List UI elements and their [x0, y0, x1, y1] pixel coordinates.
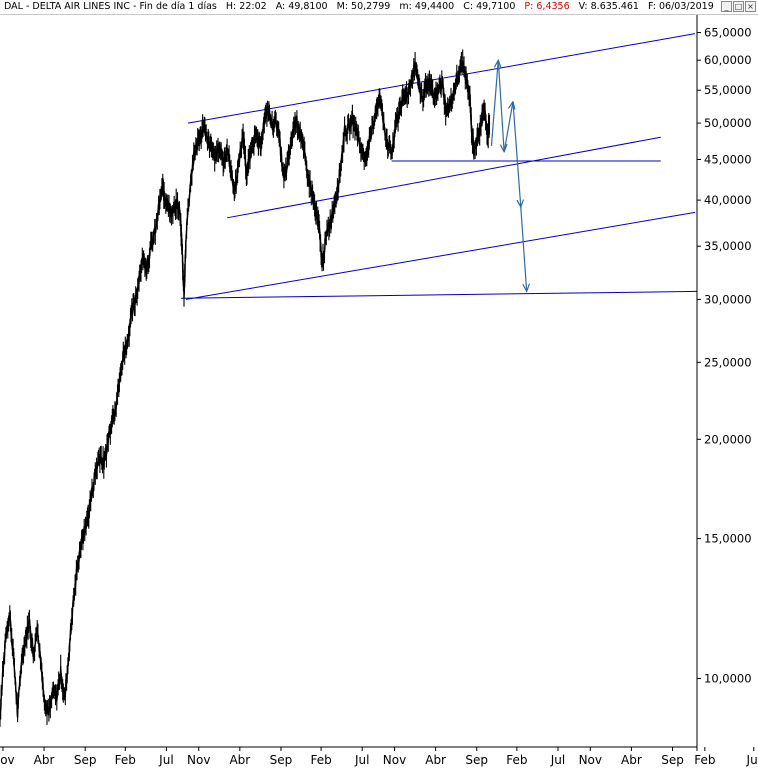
x-axis: Nov Abr Sep Feb Jul Nov Abr Sep Feb Jul Nov Abr Sep F…: [0, 746, 758, 767]
y-tick-label: 60,0000: [704, 53, 752, 67]
price-series: [0, 49, 491, 727]
x-tick-label: Jul: [354, 753, 369, 767]
projection-segment: [512, 101, 521, 207]
x-tick-label: Jul: [746, 753, 758, 767]
low-value: 49,4400: [414, 1, 455, 12]
close-label: C:: [463, 1, 474, 12]
open-value: 49,8100: [288, 1, 328, 12]
price-chart[interactable]: 10,0000 15,0000 20,0000 25,0000 30,0000 35,00…: [0, 15, 758, 769]
channel-lines: [181, 33, 698, 300]
x-tick-label: Feb: [694, 753, 715, 767]
change-value: 6,4356: [536, 1, 570, 12]
minimize-button[interactable]: _: [721, 1, 732, 12]
x-tick-label: Feb: [115, 753, 136, 767]
change-label: P:: [524, 1, 534, 12]
x-tick-label: Jul: [550, 753, 565, 767]
y-tick-label: 40,0000: [704, 193, 752, 207]
canal-inferior: [185, 211, 696, 300]
x-tick-label: Jul: [158, 753, 173, 767]
projection-segment: [497, 60, 504, 152]
x-tick-label: Nov: [383, 753, 406, 767]
x-tick-label: Nov: [0, 753, 15, 767]
x-tick-label: Nov: [187, 753, 210, 767]
price-bars: [0, 49, 491, 727]
soporte-30: [181, 290, 698, 299]
y-tick-label: 25,0000: [704, 355, 752, 369]
y-axis: 10,0000 15,0000 20,0000 25,0000 30,0000 35,00…: [696, 15, 752, 751]
projection-segment: [503, 102, 513, 152]
x-tick-label: Sep: [270, 753, 293, 767]
x-tick-label: Feb: [310, 753, 331, 767]
x-tick-label: Sep: [74, 753, 97, 767]
y-tick-label: 55,0000: [704, 83, 752, 97]
high-label: M:: [336, 1, 349, 12]
close-value: 49,7100: [476, 1, 516, 12]
date-value: 06/03/2019: [658, 1, 714, 12]
y-tick-label: 45,0000: [704, 152, 752, 166]
close-button[interactable]: ×: [745, 1, 756, 12]
x-tick-label: Abr: [34, 753, 55, 767]
x-tick-label: Feb: [506, 753, 527, 767]
x-tick-label: Abr: [425, 753, 446, 767]
x-tick-label: Sep: [661, 753, 684, 767]
window-controls: _ □ ×: [721, 1, 756, 12]
projection-segment: [490, 60, 498, 146]
maximize-button[interactable]: □: [733, 1, 744, 12]
canal-medio: [227, 136, 661, 219]
x-tick-label: Sep: [465, 753, 488, 767]
projection-segment: [520, 207, 527, 291]
projection-path: [490, 60, 527, 291]
x-tick-label: Nov: [579, 753, 602, 767]
time-label: H:: [225, 1, 237, 12]
y-tick-label: 35,0000: [704, 239, 752, 253]
chart-header: DAL - DELTA AIR LINES INC - Fin de día 1…: [0, 0, 758, 15]
date-label: F:: [648, 1, 656, 12]
y-tick-label: 30,0000: [704, 292, 752, 306]
x-tick-label: Abr: [621, 753, 642, 767]
y-tick-label: 15,0000: [704, 532, 752, 546]
y-tick-label: 65,0000: [704, 26, 752, 40]
y-tick-label: 50,0000: [704, 116, 752, 130]
volume-value: 8.635.461: [590, 1, 639, 12]
x-tick-label: Abr: [229, 753, 250, 767]
volume-label: V:: [578, 1, 588, 12]
symbol-label: DAL - DELTA AIR LINES INC: [4, 1, 131, 12]
open-label: A:: [275, 1, 286, 12]
y-tick-label: 20,0000: [704, 432, 752, 446]
low-label: m:: [399, 1, 412, 12]
high-value: 50,2799: [351, 1, 391, 12]
period-label: Fin de día 1 días: [139, 1, 217, 12]
y-tick-label: 10,0000: [704, 672, 752, 686]
time-value: 22:02: [239, 1, 267, 12]
